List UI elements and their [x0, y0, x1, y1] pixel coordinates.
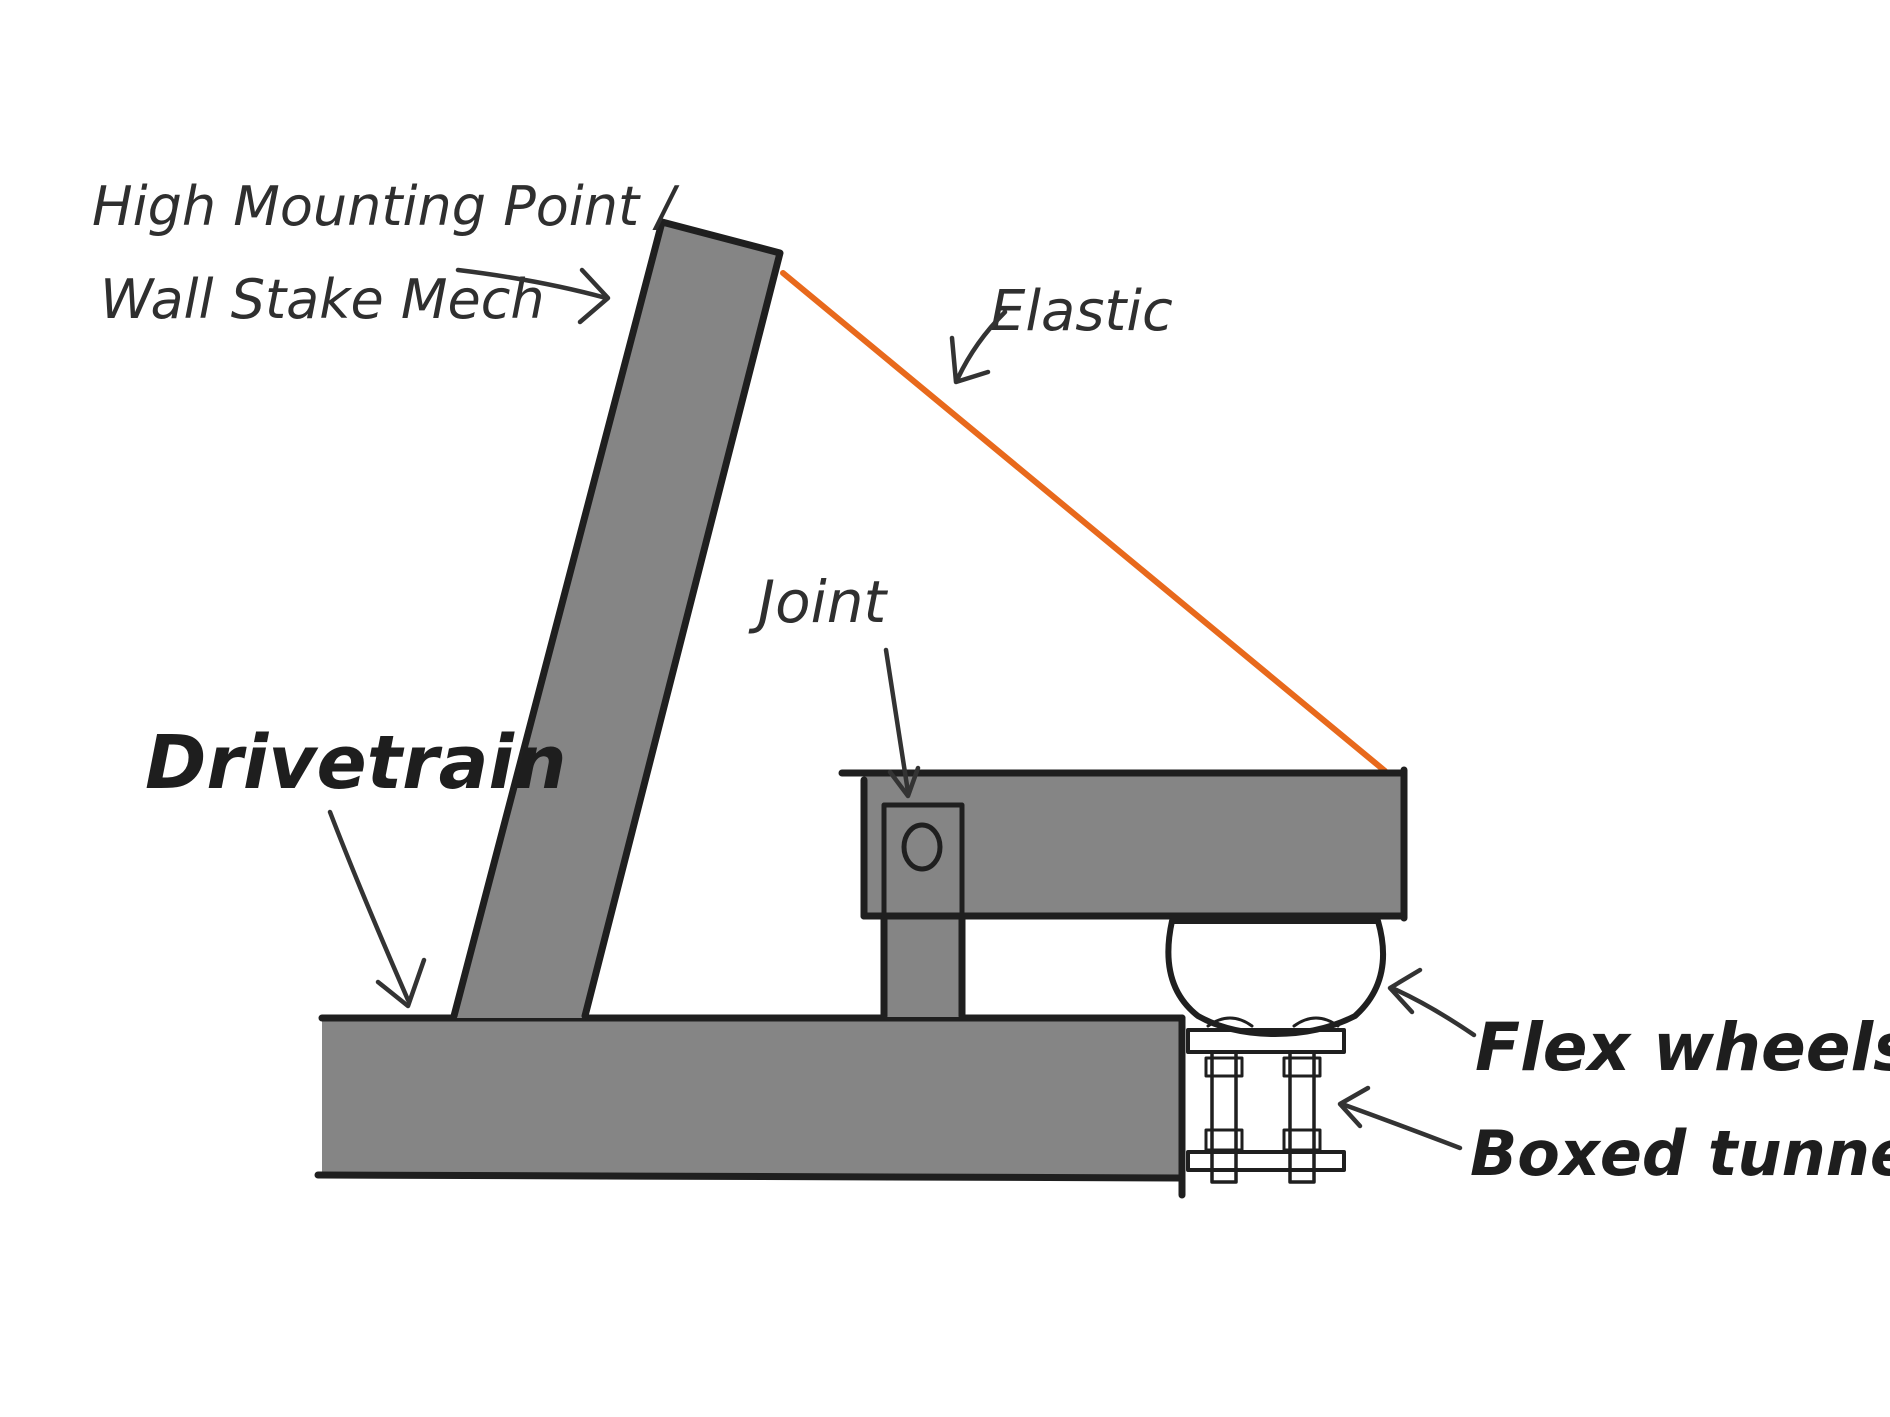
joint-pivot-icon [901, 822, 943, 872]
tall-arm-body [454, 222, 780, 1018]
elastic-arrow-shaft [955, 309, 1008, 381]
boxed-tunnels-label: Boxed tunnels [1470, 1117, 1890, 1190]
joint-arrow-head [887, 765, 921, 799]
drivetrain-beam-body [322, 1018, 1182, 1176]
annotation-joint: Joint [748, 568, 921, 799]
flex-wheel [1165, 918, 1387, 1037]
boxed-tunnel [1186, 1028, 1346, 1184]
mount-label-line1: High Mounting Point / [92, 175, 680, 238]
drivetrain-arrow-head [375, 957, 427, 1009]
nut-left-bottom [1204, 1128, 1244, 1152]
drivetrain-beam [314, 1014, 1186, 1199]
flex-wheel-tread-right [1292, 1016, 1340, 1028]
annotation-flex-wheels: Flex wheels [1387, 967, 1890, 1086]
mount-arrow-shaft [455, 267, 609, 301]
flex-wheels-label: Flex wheels [1475, 1009, 1890, 1086]
standoff-left [1210, 1050, 1238, 1184]
boxed-tunnel-top-plate [1186, 1028, 1346, 1054]
boxed-tunnels-arrow-head [1337, 1085, 1371, 1129]
joint-bracket [881, 802, 965, 919]
mount-arrow-head [577, 267, 611, 325]
standoff-right [1288, 1050, 1316, 1184]
tall-arm [450, 218, 784, 1020]
flex-wheel-tread-left [1206, 1016, 1254, 1028]
elastic-band [780, 270, 1388, 774]
mount-label-line2: Wall Stake Mech [100, 268, 545, 331]
horizontal-arm [838, 766, 1408, 922]
drivetrain-label: Drivetrain [145, 720, 567, 806]
nut-right-bottom [1282, 1128, 1322, 1152]
annotation-elastic: Elastic [949, 279, 1173, 385]
boxed-tunnel-bottom-plate [1186, 1150, 1346, 1172]
joint-arrow-shaft [883, 647, 911, 795]
nut-right-top [1282, 1056, 1322, 1078]
flex-wheels-arrow-head [1387, 967, 1423, 1015]
horizontal-arm-body [864, 773, 1404, 917]
flex-wheel-body [1165, 918, 1387, 1037]
annotation-boxed-tunnels: Boxed tunnels [1337, 1085, 1890, 1190]
nut-left-top [1204, 1056, 1244, 1078]
flex-wheels-arrow-shaft [1389, 985, 1477, 1038]
boxed-tunnels-arrow-shaft [1339, 1101, 1463, 1151]
drivetrain-arrow-shaft [327, 809, 411, 1003]
annotation-mount: High Mounting Point / Wall Stake Mech [92, 175, 680, 331]
tall-arm-outline [450, 218, 784, 1020]
elastic-arrow-head [949, 335, 991, 385]
joint-label: Joint [748, 568, 888, 636]
annotation-drivetrain: Drivetrain [145, 720, 567, 1009]
elastic-label: Elastic [990, 279, 1173, 344]
drivetrain-beam-bottom-edge [314, 1171, 1186, 1182]
